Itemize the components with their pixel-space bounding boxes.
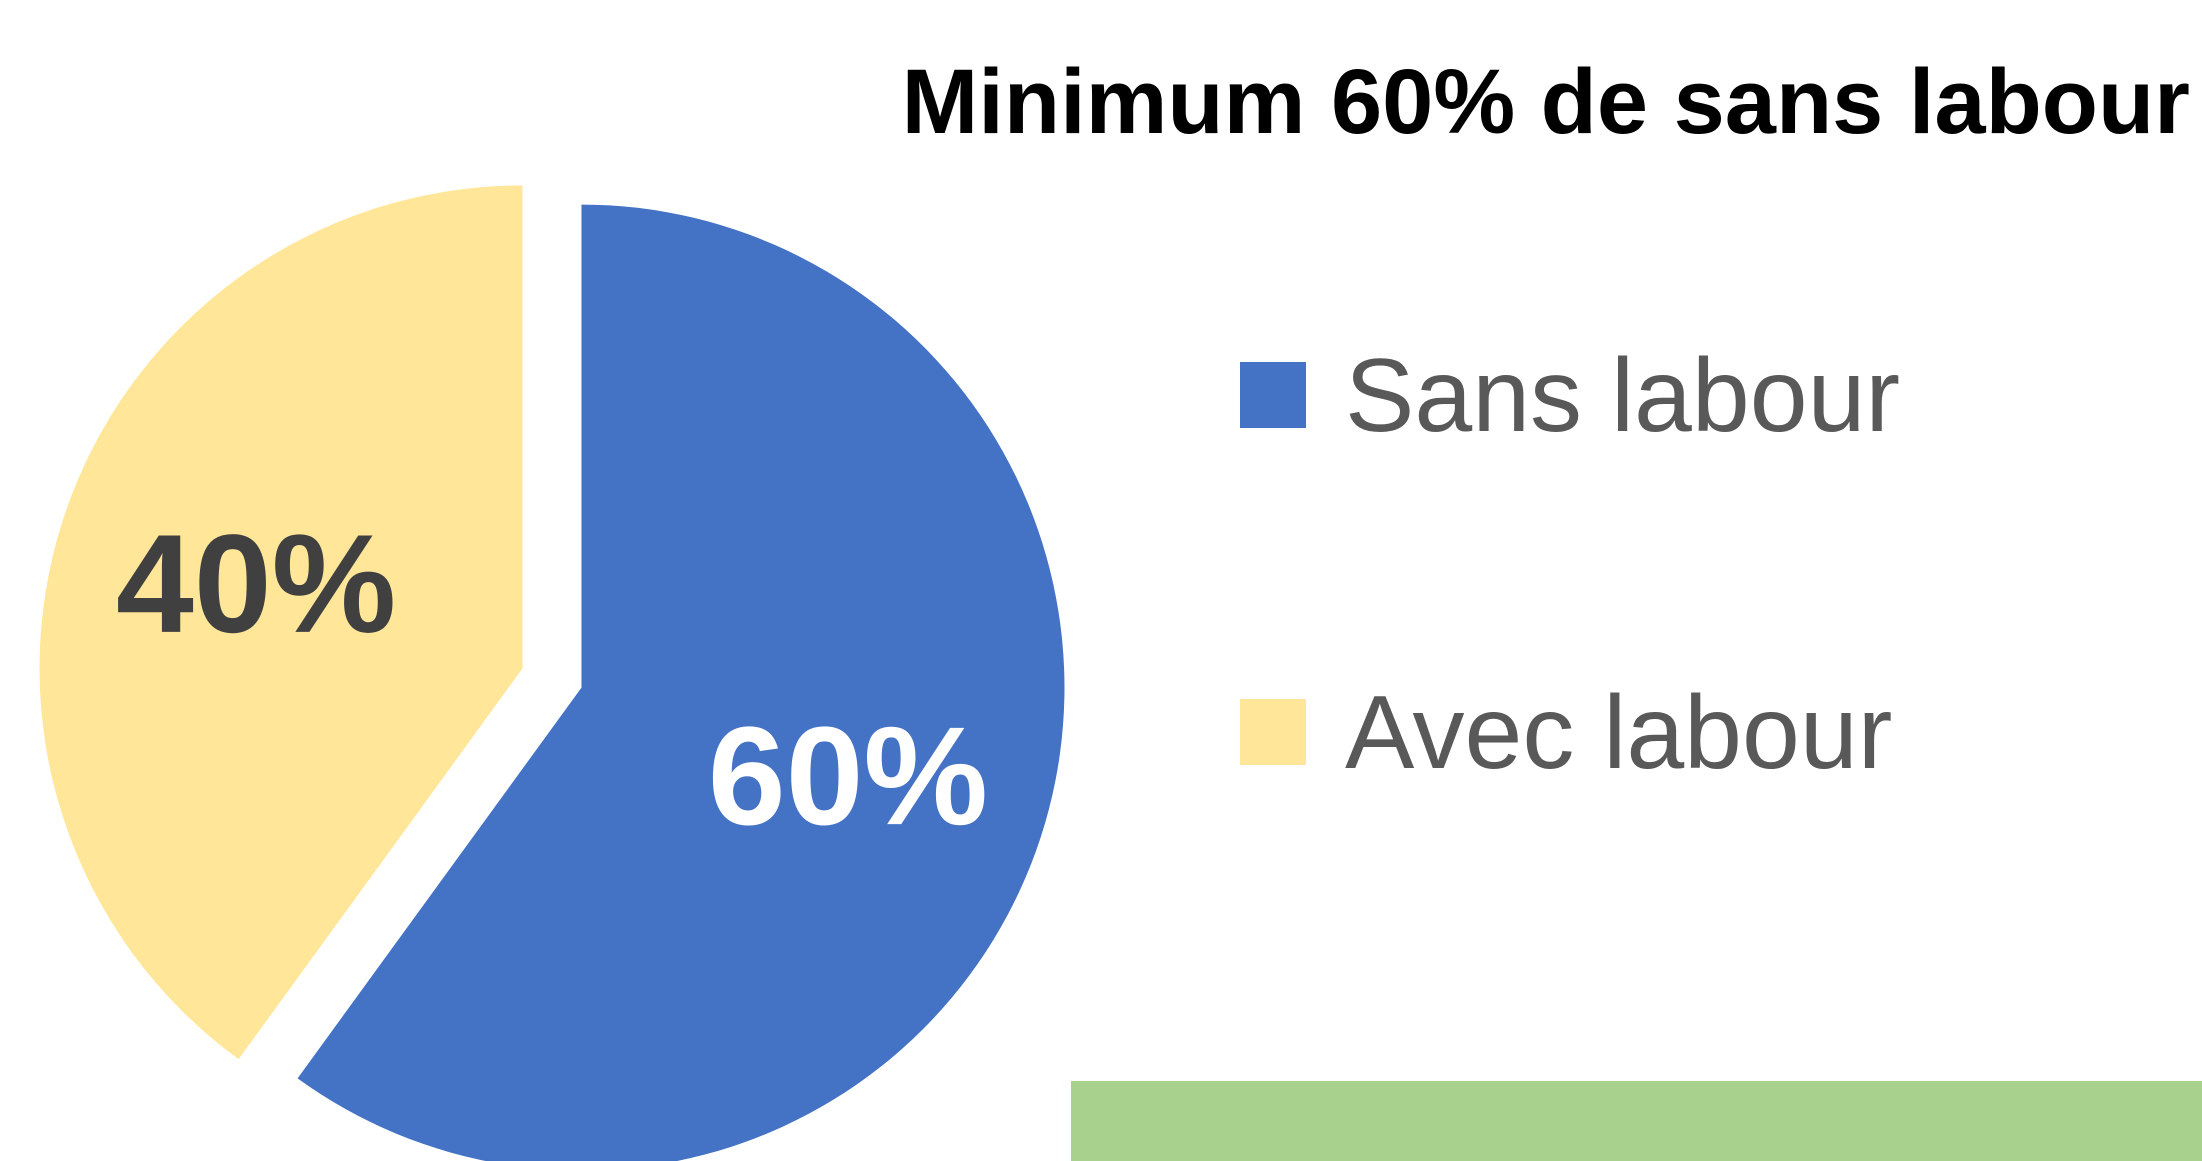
pie-slice bbox=[297, 204, 1065, 1161]
data-label: 40% bbox=[116, 505, 396, 662]
legend-label: Sans labour bbox=[1345, 338, 1900, 454]
chart-title: Minimum 60% de sans labour bbox=[902, 51, 2190, 153]
legend-swatch bbox=[1240, 699, 1306, 765]
pie-slice bbox=[39, 185, 523, 1060]
green-banner bbox=[1071, 1081, 2202, 1161]
data-label: 60% bbox=[708, 697, 988, 854]
legend-swatch bbox=[1240, 362, 1306, 428]
legend-label: Avec labour bbox=[1345, 675, 1892, 791]
